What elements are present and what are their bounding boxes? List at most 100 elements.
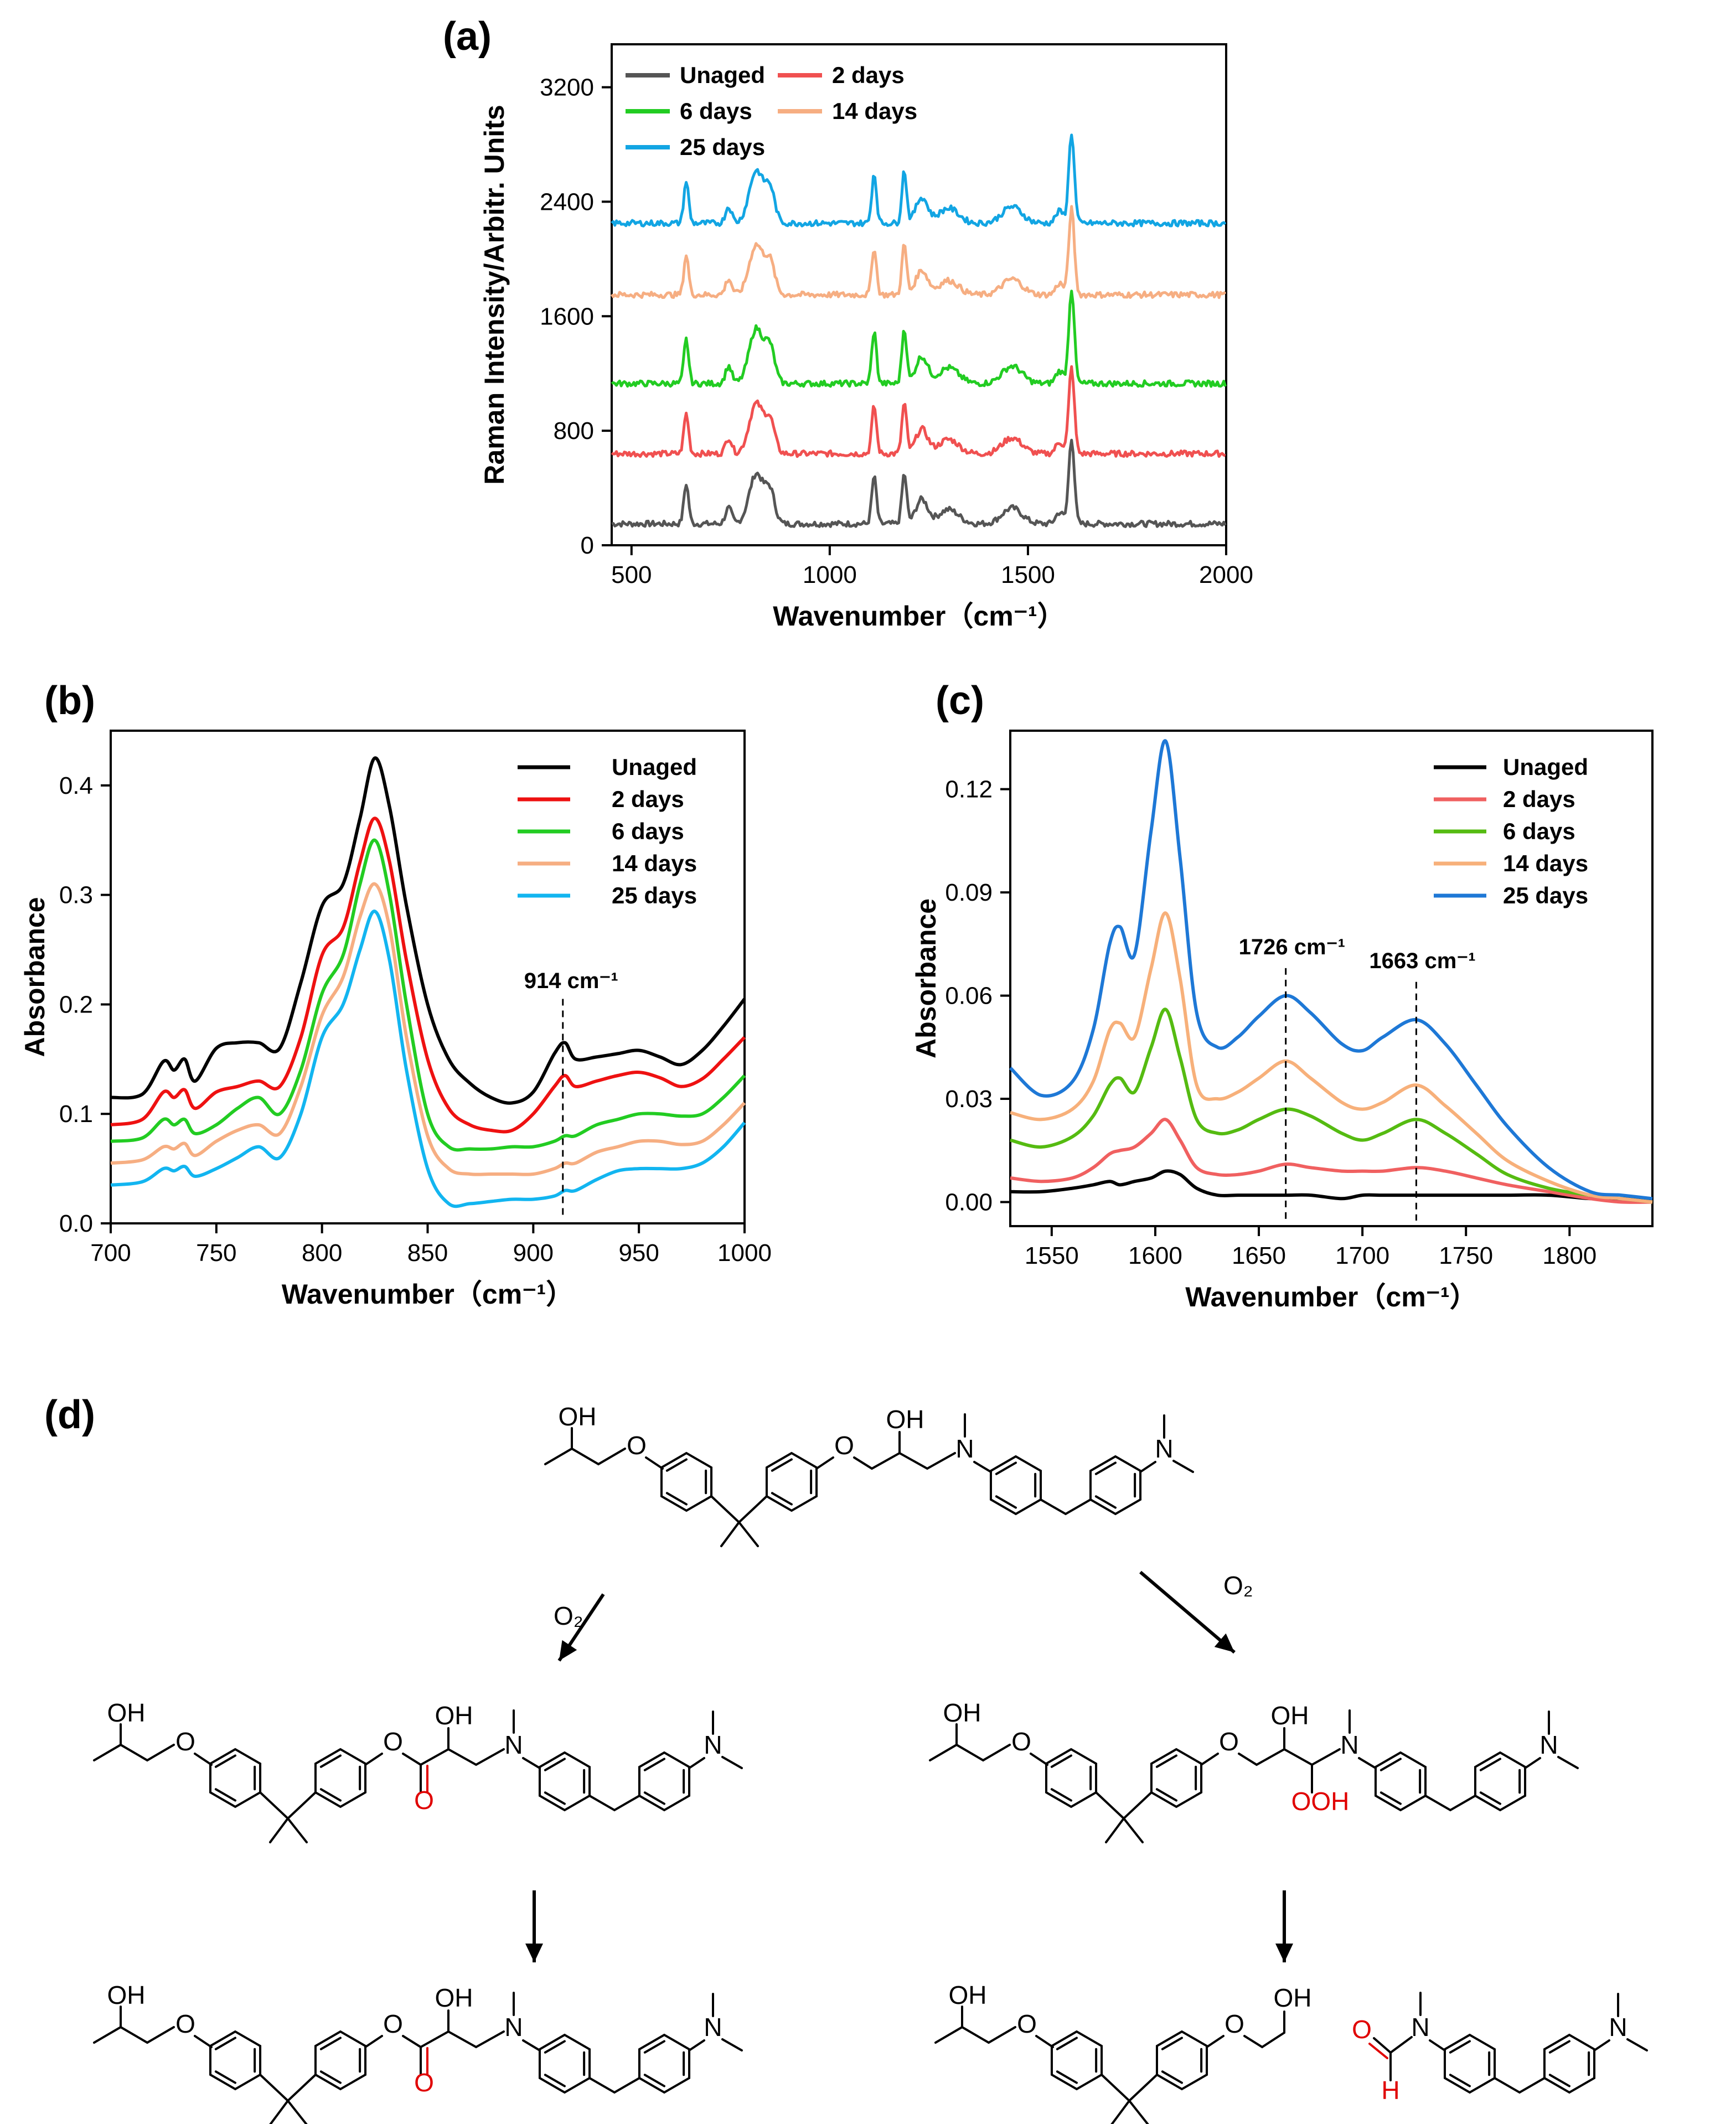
aromatic-double-bond bbox=[1050, 1788, 1072, 1802]
legend-label: 2 days bbox=[832, 62, 905, 88]
x-tick-label: 850 bbox=[407, 1239, 448, 1267]
legend-label: 6 days bbox=[1503, 818, 1575, 844]
series-line-14-days bbox=[110, 882, 746, 1176]
x-tick-label: 750 bbox=[196, 1239, 236, 1267]
aromatic-double-bond bbox=[1161, 2037, 1183, 2050]
aromatic-double-bond bbox=[214, 2037, 236, 2050]
legend-label: 14 days bbox=[1503, 850, 1588, 876]
chain-bond bbox=[287, 1791, 317, 1820]
hydroxyl-label: OH bbox=[1274, 1983, 1312, 2012]
y-tick-label: 0.3 bbox=[59, 882, 93, 909]
chain-bond bbox=[1139, 1461, 1156, 1473]
y-tick-label: 800 bbox=[554, 417, 594, 445]
reaction-arrows: O₂ O₂ bbox=[525, 1570, 1293, 1962]
benzene-ring bbox=[1155, 2030, 1208, 2091]
y-axis-label: Absorbance bbox=[911, 898, 942, 1058]
annotation-label: 1726 cm⁻¹ bbox=[1239, 935, 1345, 959]
aromatic-double-bond bbox=[319, 2037, 342, 2050]
series-line-14-days bbox=[610, 205, 1227, 299]
chain-bond bbox=[1429, 2039, 1446, 2051]
methyl-bond bbox=[738, 1521, 759, 1547]
chain-bond bbox=[934, 2025, 1016, 2044]
methyl-bond bbox=[287, 1817, 308, 1843]
chain-bond bbox=[929, 1743, 1011, 1762]
x-tick-label: 1000 bbox=[717, 1239, 772, 1267]
methyl-bond bbox=[1105, 1817, 1125, 1843]
ether-oxygen: O bbox=[834, 1431, 854, 1460]
aromatic-double-bond bbox=[995, 1495, 1017, 1509]
x-axis-label: Wavenumber（cm⁻¹） bbox=[282, 1279, 574, 1310]
chain-bond bbox=[1040, 1498, 1092, 1516]
formyl-double-bond bbox=[1368, 2043, 1388, 2059]
series-line-14-days bbox=[1010, 911, 1653, 1204]
y-tick-label: 0.4 bbox=[59, 772, 93, 799]
aromatic-double-bond bbox=[665, 1458, 688, 1472]
formyl-oxygen: O bbox=[1352, 2015, 1372, 2044]
series-line-unaged bbox=[110, 756, 746, 1105]
chart-raman: 500 1000 1500 2000 0 800 1600 2400 3200 Wavenumbe… bbox=[479, 43, 1253, 632]
y-axis-label: Raman Intensity/Arbitr. Units bbox=[479, 105, 510, 484]
x-tick-label: 1700 bbox=[1335, 1242, 1389, 1269]
benzene-ring bbox=[209, 1748, 262, 1808]
y-tick-label: 0.09 bbox=[945, 879, 993, 906]
ether-oxygen: O bbox=[1017, 2009, 1037, 2038]
chain-bond bbox=[973, 1461, 992, 1473]
aromatic-double-bond bbox=[319, 1788, 342, 1802]
panel-label-b: (b) bbox=[44, 679, 95, 723]
x-tick-label: 700 bbox=[90, 1239, 131, 1267]
benzene-ring bbox=[989, 1455, 1042, 1516]
x-tick-label: 500 bbox=[611, 561, 652, 588]
panel-label-a: (a) bbox=[443, 14, 492, 59]
aromatic-double-bond bbox=[1548, 2040, 1570, 2054]
y-tick-label: 0 bbox=[581, 532, 594, 559]
aromatic-double-bond bbox=[214, 2070, 236, 2084]
chain-bond bbox=[1593, 2039, 1610, 2051]
chain-bond bbox=[1095, 1791, 1125, 1820]
benzene-ring bbox=[1045, 1748, 1098, 1808]
chain-bond bbox=[420, 2030, 505, 2049]
legend-label: Unaged bbox=[612, 754, 697, 780]
chain-bond bbox=[402, 2035, 422, 2048]
formyl-hydrogen: H bbox=[1381, 2076, 1399, 2105]
amine-nitrogen: N bbox=[704, 1730, 722, 1759]
chain-bond bbox=[1358, 1757, 1377, 1769]
aromatic-double-bond bbox=[1479, 1758, 1501, 1771]
benzene-ring bbox=[1150, 1748, 1203, 1808]
series-line-unaged bbox=[1010, 1169, 1652, 1201]
chain-bond bbox=[815, 1456, 834, 1470]
benzene-ring bbox=[660, 1451, 713, 1512]
amine-nitrogen: N bbox=[1539, 1730, 1558, 1759]
chain-bond bbox=[259, 2074, 289, 2102]
x-tick-label: 1750 bbox=[1439, 1242, 1493, 1269]
x-tick-label: 1650 bbox=[1232, 1242, 1286, 1269]
chain-bond bbox=[402, 1753, 422, 1766]
chain-bond bbox=[588, 1795, 640, 1812]
x-tick-label: 1800 bbox=[1542, 1242, 1596, 1269]
amine-nitrogen: N bbox=[504, 2013, 523, 2042]
annotation-914: 914 cm⁻¹ bbox=[524, 969, 618, 993]
aromatic-double-bond bbox=[643, 2040, 665, 2054]
series-line-unaged bbox=[611, 438, 1227, 528]
carbonyl-oxygen: O bbox=[414, 2068, 434, 2097]
chain-bond bbox=[1035, 2035, 1054, 2048]
ether-oxygen: O bbox=[1219, 1727, 1239, 1756]
aromatic-double-bond bbox=[1056, 2037, 1078, 2050]
aromatic-double-bond bbox=[1094, 1461, 1117, 1475]
annotation-label: 1663 cm⁻¹ bbox=[1369, 949, 1475, 973]
molecule-start: OH O O OH N N bbox=[544, 1402, 1194, 1547]
arrow-to-right-product-head bbox=[1275, 1944, 1293, 1962]
y-tick-label: 0.1 bbox=[59, 1100, 93, 1128]
methyl-bond bbox=[721, 2038, 743, 2051]
aromatic-double-bond bbox=[1094, 1495, 1117, 1509]
x-axis-label: Wavenumber（cm⁻¹） bbox=[1185, 1281, 1477, 1312]
chain-bond bbox=[522, 2039, 541, 2051]
aromatic-double-bond bbox=[214, 1788, 236, 1802]
series-line-2-days bbox=[110, 816, 746, 1134]
series-line-6-days bbox=[110, 838, 746, 1152]
oxidant-label: O₂ bbox=[554, 1601, 583, 1630]
benzene-ring bbox=[1443, 2033, 1496, 2094]
x-tick-label: 950 bbox=[618, 1239, 659, 1267]
legend-label: 14 days bbox=[832, 98, 917, 124]
